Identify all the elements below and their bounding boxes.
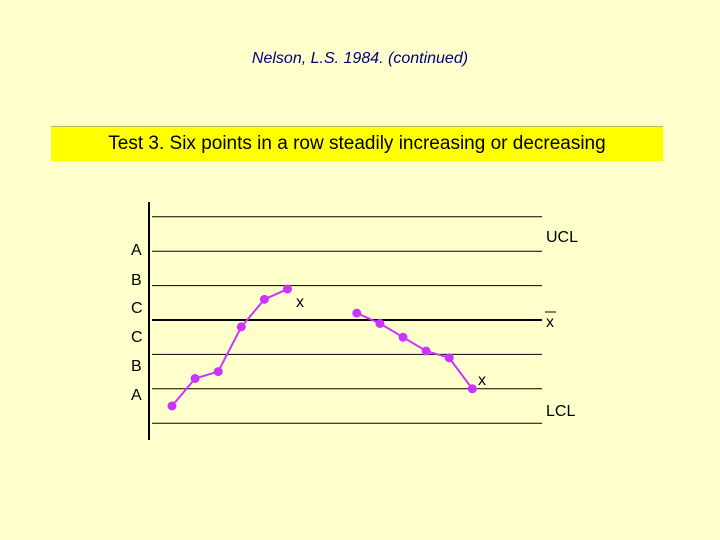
zone-label-c: C [131,329,143,346]
title-band: Test 3. Six points in a row steadily inc… [51,126,663,161]
data-point [467,384,477,394]
ucl-label: UCL [546,229,578,246]
violation-marker-2: x [478,372,486,389]
data-point [352,308,362,318]
center-line-label: x [546,314,554,331]
violation-marker-1: x [296,294,304,311]
data-point [236,322,246,332]
data-point [444,353,454,363]
data-point [213,367,223,377]
data-point [398,332,408,342]
subtitle: Nelson, L.S. 1984. (continued) [251,50,469,67]
data-point [283,284,292,294]
zone-label-c: C [131,300,143,317]
data-point [421,346,431,356]
zone-label-a: A [131,387,142,404]
series-line-2 [356,312,474,390]
data-point [259,294,269,304]
data-point [190,373,200,383]
data-point [375,318,385,328]
zone-label-a: A [131,242,142,259]
zone-label-b: B [131,358,142,375]
zone-label-b: B [131,272,142,289]
lcl-label: LCL [546,403,575,420]
data-point [167,401,177,411]
slide-title: Test 3. Six points in a row steadily inc… [108,133,606,154]
